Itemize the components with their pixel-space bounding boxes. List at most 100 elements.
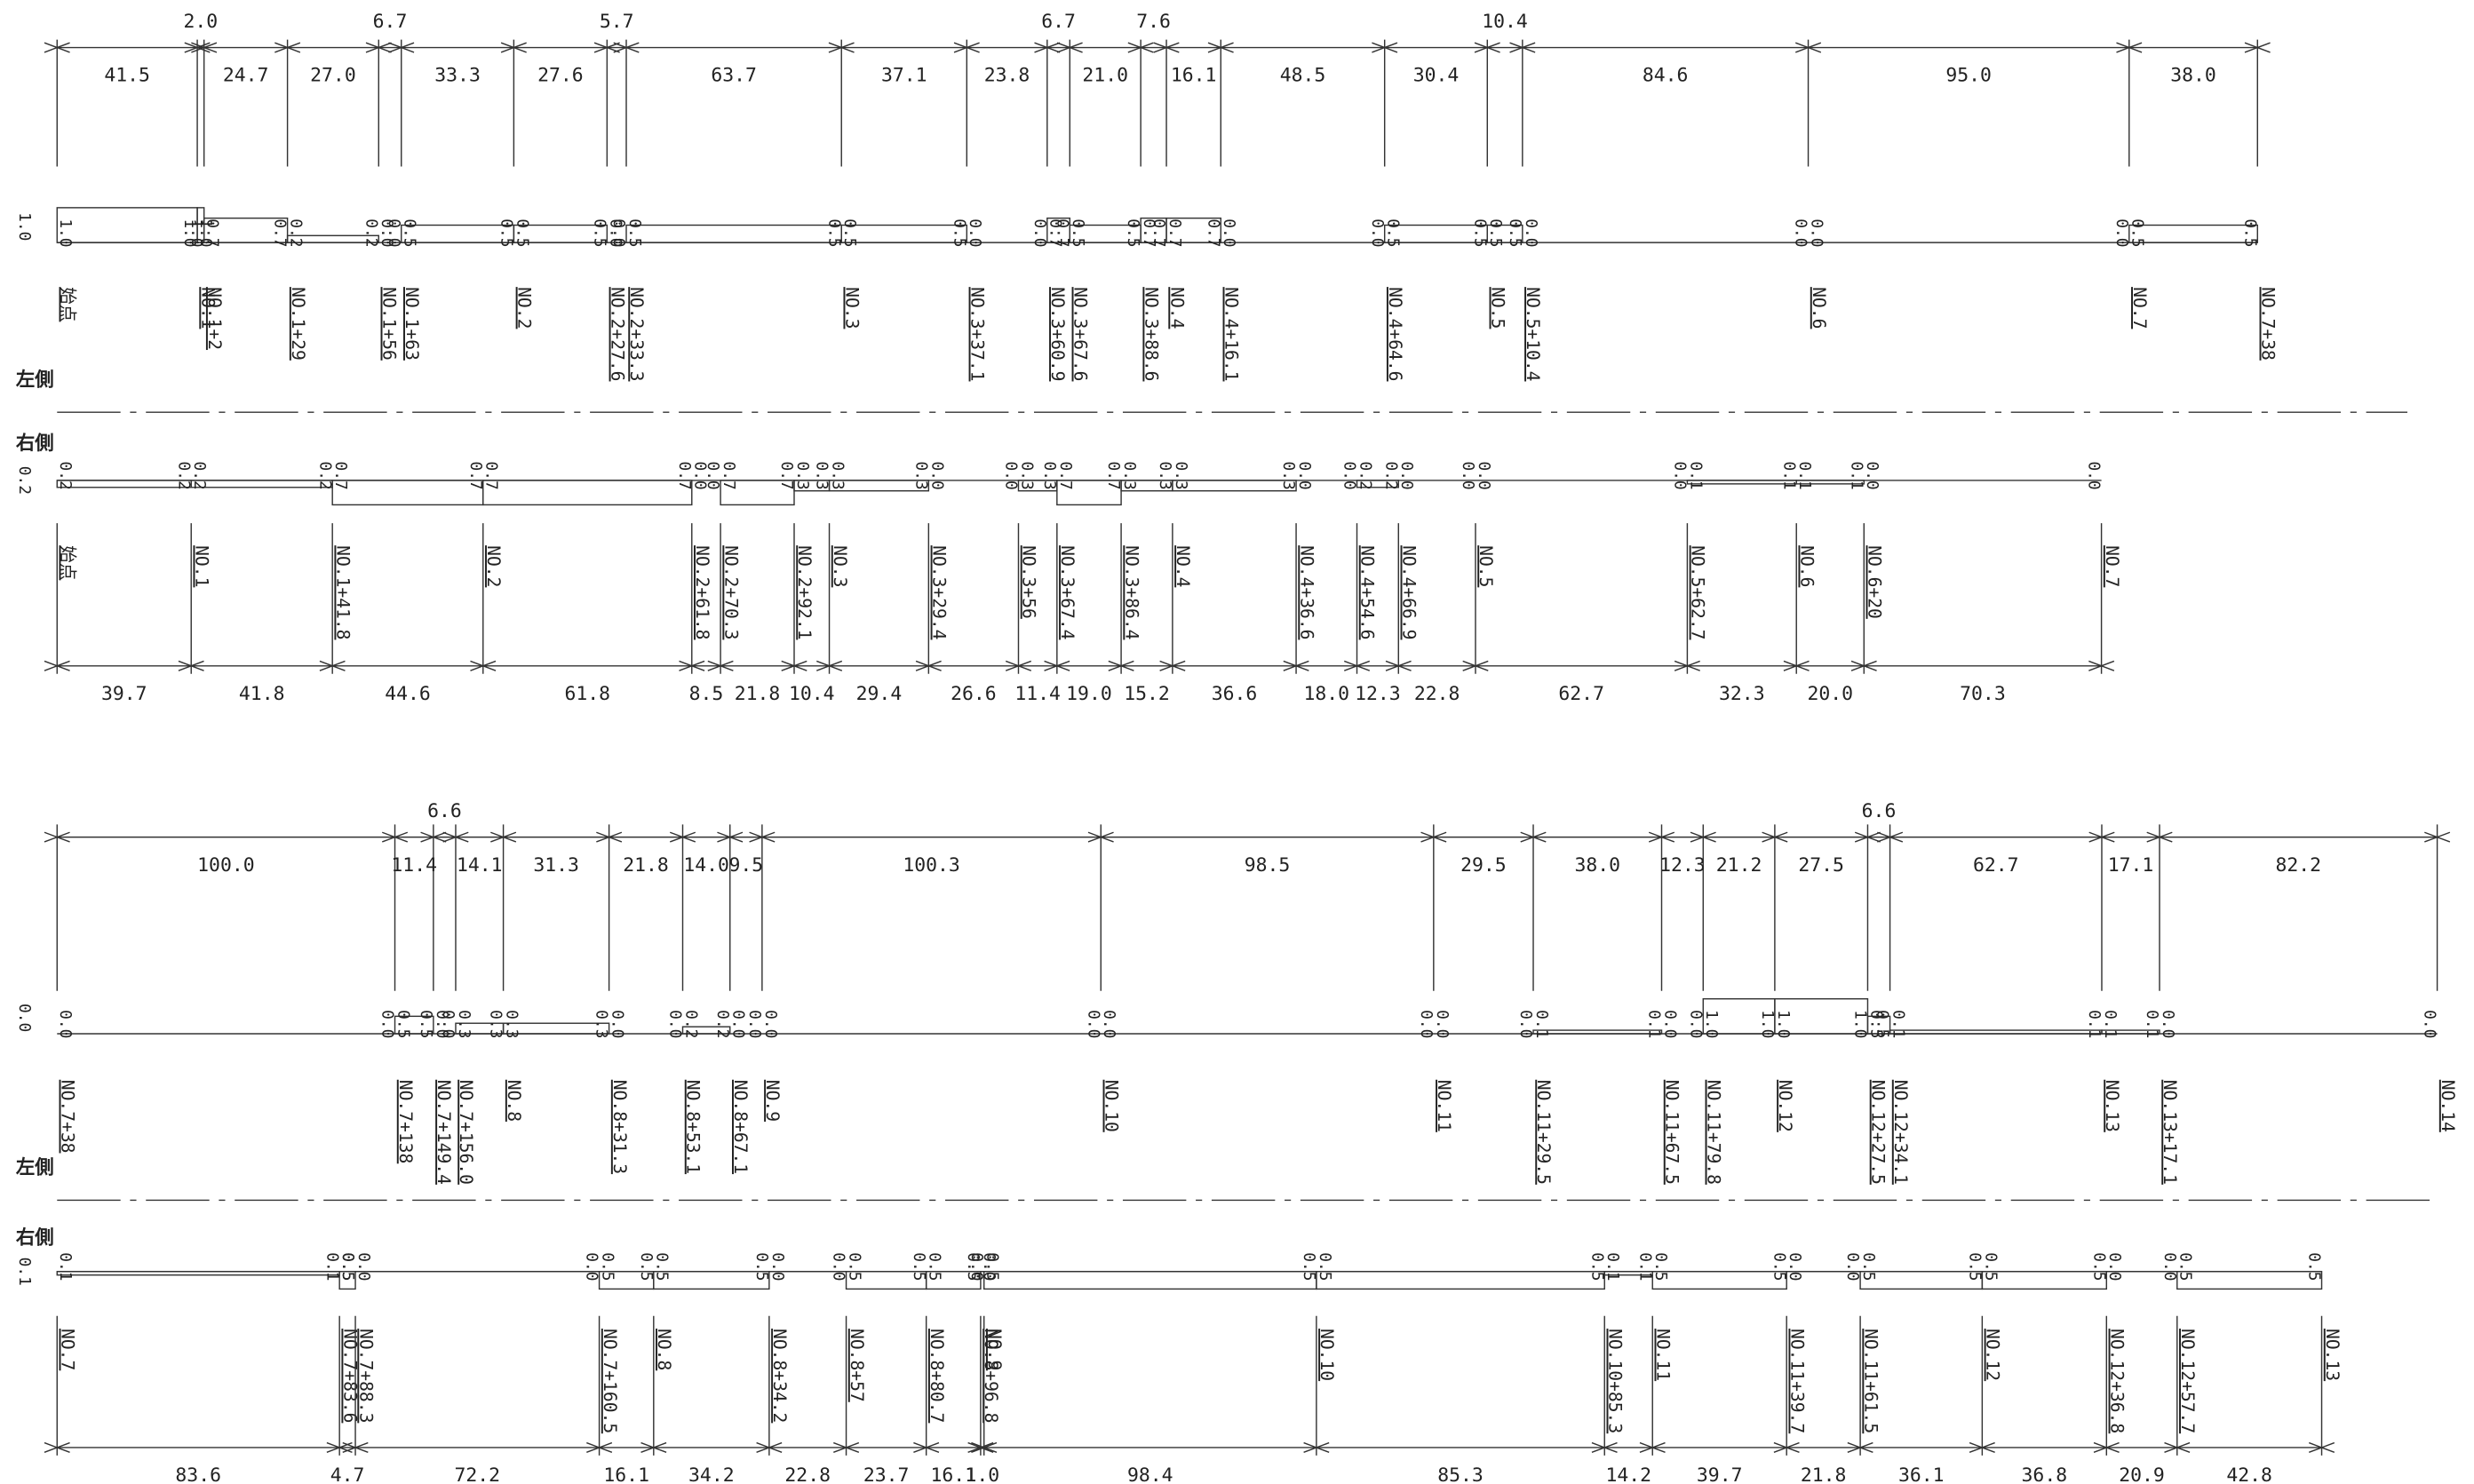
station-label: NO.2+70.3: [720, 545, 741, 639]
dimension-value: 7.6: [1136, 11, 1171, 33]
arrow: [1847, 1441, 1873, 1453]
arrow: [707, 660, 734, 671]
arrow: [2088, 831, 2115, 843]
dimension-value: 72.2: [455, 1464, 501, 1484]
station-label: NO.3: [830, 545, 850, 587]
dimension-value: 6.7: [373, 11, 408, 33]
width-label: 0.5: [1300, 1252, 1318, 1281]
arrow: [388, 42, 415, 53]
station-label: NO.4+36.6: [1296, 545, 1317, 639]
station-label: NO.2: [514, 287, 535, 329]
dimension-value: 31.3: [533, 854, 579, 877]
arrow: [178, 660, 204, 671]
arrow: [442, 831, 469, 843]
width-box: [1795, 480, 1865, 485]
width-label: 0.1: [1889, 1010, 1907, 1038]
arrow: [1283, 660, 1309, 671]
width-label: 0.0: [2160, 1252, 2179, 1281]
station-label: NO.7+38: [2257, 287, 2278, 361]
width-label: 0.5: [497, 218, 515, 247]
arrow: [490, 831, 517, 843]
width-box: [982, 1271, 1317, 1290]
dimension-value: 41.5: [104, 65, 150, 87]
dimension-value: 38.0: [2170, 65, 2216, 87]
arrow: [596, 831, 623, 843]
arrow: [1674, 660, 1700, 671]
width-label: 0.2: [1356, 461, 1374, 489]
width-label: 0.0: [666, 1010, 685, 1038]
width-label: 0.3: [1040, 461, 1059, 489]
arrow: [1648, 831, 1675, 843]
dimension-value: 62.7: [1558, 683, 1604, 705]
dimension-value: 10.4: [1482, 11, 1528, 33]
station-label: NO.4+66.9: [1398, 545, 1419, 639]
dimension-value: 44.6: [385, 683, 431, 705]
arrow: [953, 42, 980, 53]
width-box: [1651, 1271, 1787, 1290]
dimension-value: 36.8: [2022, 1464, 2068, 1484]
width-box: [56, 1271, 340, 1276]
dimension-value: 21.8: [735, 683, 781, 705]
dimension-value: 20.9: [2119, 1464, 2165, 1484]
station-label: NO.3+67.4: [1057, 545, 1078, 639]
width-label: 0.5: [1770, 1252, 1788, 1281]
dimension-value: 48.5: [1280, 65, 1326, 87]
width-box: [720, 480, 795, 506]
dimension-value: 12.3: [1659, 854, 1706, 877]
arrow: [1303, 1441, 1330, 1453]
station-label: NO.7+160.5: [600, 1329, 620, 1433]
dimension-value: 27.6: [537, 65, 584, 87]
width-label: 0.5: [1069, 218, 1087, 247]
arrow: [2088, 660, 2115, 671]
arrow: [1773, 1441, 1800, 1453]
width-box: [56, 207, 198, 243]
width-box: [2176, 1271, 2323, 1290]
width-label: 0.3: [813, 461, 831, 489]
width-box: [925, 1271, 982, 1290]
arrow: [828, 42, 855, 53]
station-label: NO.9: [984, 1329, 1005, 1370]
arrow: [274, 42, 301, 53]
dimension-value: 38.0: [1574, 854, 1620, 877]
width-label: 0.2: [713, 1010, 732, 1038]
dimension-value: 84.6: [1643, 65, 1689, 87]
station-label: NO.1: [197, 287, 218, 329]
start-width: 0.1: [15, 1258, 34, 1286]
dimension-value: 21.8: [1801, 1464, 1847, 1484]
arrow: [1509, 42, 1536, 53]
width-label: 0.3: [1120, 461, 1139, 489]
station-label: NO.10+85.3: [1604, 1329, 1625, 1433]
width-label: 0.0: [1475, 461, 1493, 489]
dimension-value: 95.0: [1945, 65, 1992, 87]
width-box: [1316, 1271, 1605, 1290]
width-box: [190, 480, 333, 488]
width-label: 0.0: [1660, 1010, 1679, 1038]
arrow: [1639, 1441, 1666, 1453]
arrow: [44, 42, 70, 53]
station-label: NO.1+41.8: [332, 545, 353, 639]
station-label: NO.13: [2102, 1080, 2122, 1132]
arrow: [1005, 660, 1032, 671]
dimension-value: 20.0: [1807, 683, 1853, 705]
station-label: NO.7: [2102, 545, 2122, 587]
dimension-value: 21.8: [623, 854, 669, 877]
width-box: [1486, 224, 1523, 243]
width-box: [1866, 1015, 1891, 1035]
station-label: NO.3+67.6: [1070, 287, 1090, 381]
station-label: NO.8: [654, 1329, 674, 1370]
width-label: 0.0: [1368, 218, 1387, 247]
width-label: 0.0: [1792, 218, 1810, 247]
width-label: 0.5: [824, 218, 843, 247]
arrow: [833, 1441, 860, 1453]
station-label: NO.5+10.4: [1523, 287, 1543, 381]
station-label: NO.11: [1652, 1329, 1673, 1381]
width-label: 0.0: [439, 1010, 457, 1038]
width-box: [2128, 224, 2258, 243]
station-label: NO.12+34.1: [1890, 1080, 1911, 1185]
width-label: 0.7: [482, 461, 501, 489]
width-label: 0.0: [729, 1010, 748, 1038]
width-box: [840, 224, 968, 243]
width-label: 0.5: [910, 1252, 928, 1281]
dimension-value: 14.2: [1605, 1464, 1651, 1484]
